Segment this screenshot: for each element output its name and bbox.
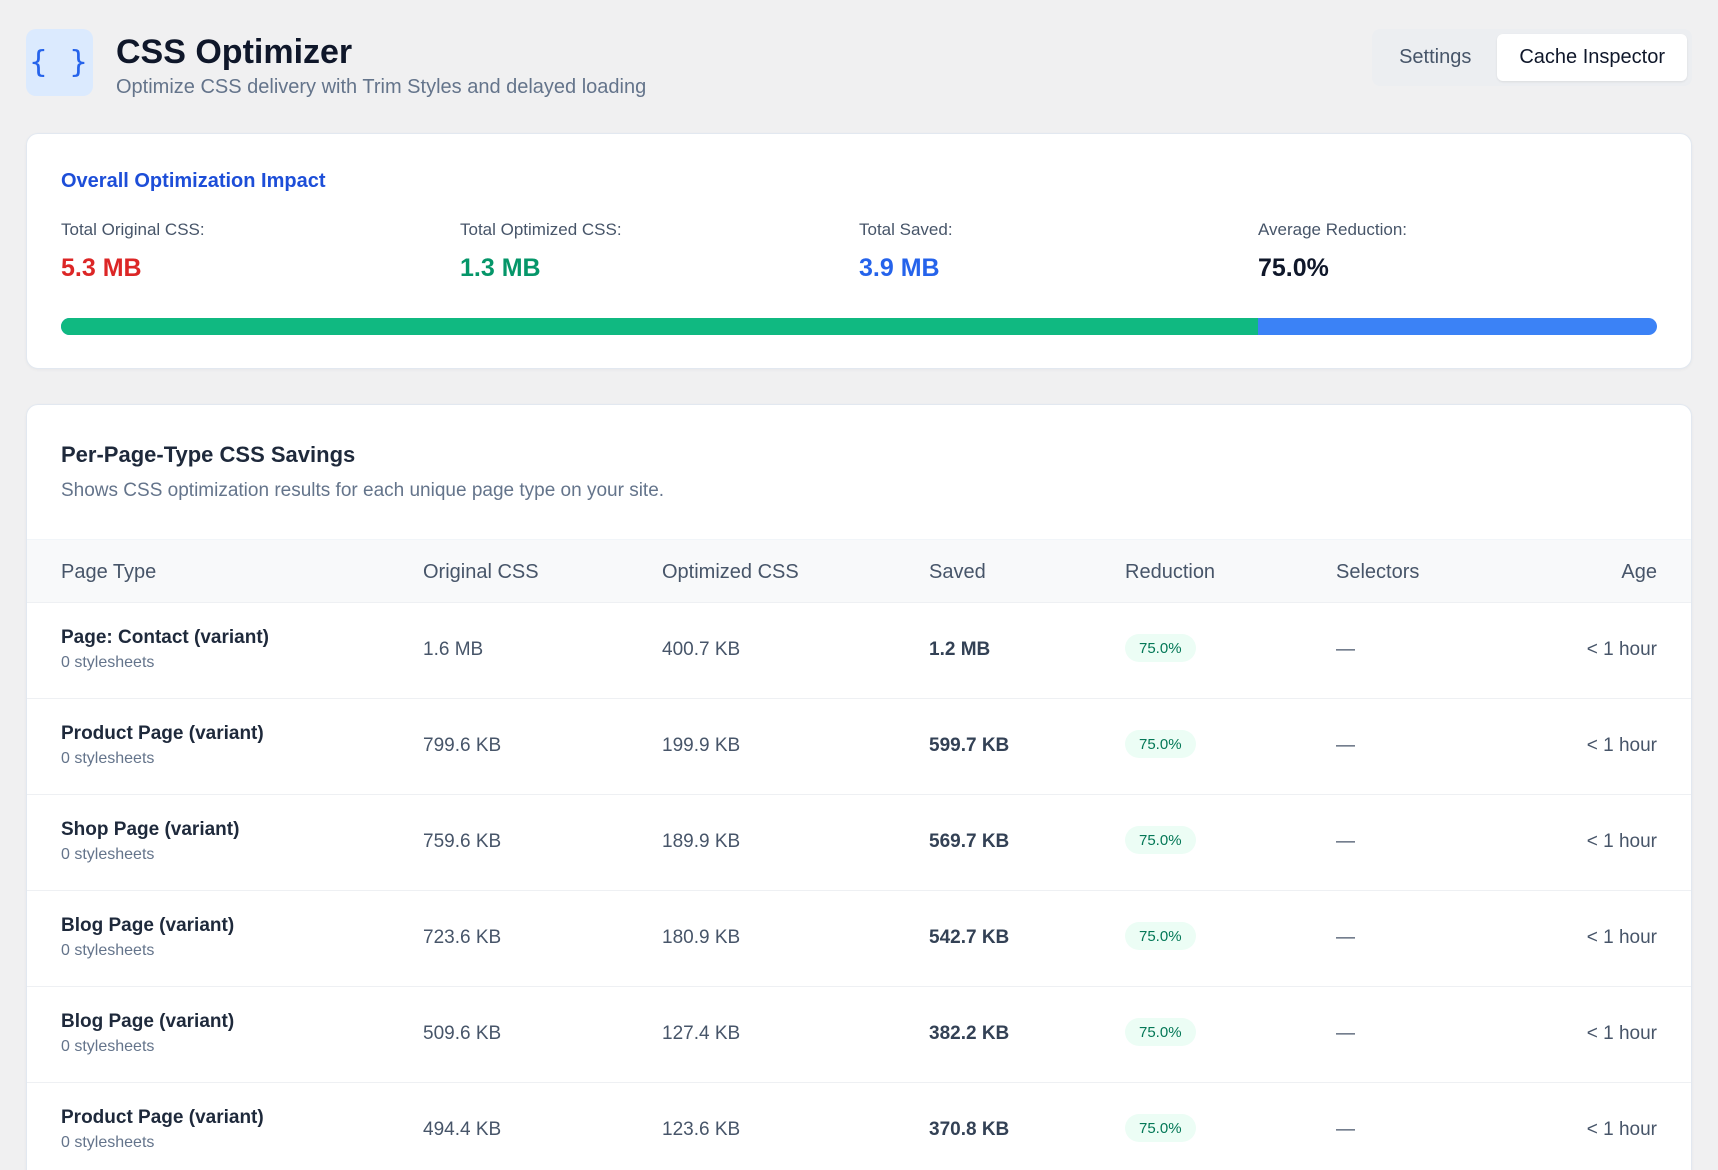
column-header-original-css[interactable]: Original CSS	[423, 561, 539, 583]
table-header: Page Type Original CSS Optimized CSS Sav…	[27, 539, 1691, 603]
stat-value: 3.9 MB	[859, 254, 940, 282]
title-block: CSS Optimizer Optimize CSS delivery with…	[116, 32, 646, 99]
selectors-value: —	[1336, 831, 1355, 852]
age-value: < 1 hour	[1586, 735, 1657, 756]
page-type-name: Shop Page (variant)	[61, 819, 240, 840]
original-css-value: 723.6 KB	[423, 927, 502, 948]
reduction-progress-bar	[61, 318, 1657, 335]
column-header-selectors[interactable]: Selectors	[1336, 561, 1420, 583]
original-css-value: 494.4 KB	[423, 1119, 502, 1140]
stylesheet-count: 0 stylesheets	[61, 846, 155, 863]
optimized-css-value: 400.7 KB	[662, 639, 741, 660]
stat-label: Average Reduction:	[1258, 220, 1408, 239]
column-header-saved[interactable]: Saved	[929, 561, 986, 583]
page-type-name: Product Page (variant)	[61, 1107, 264, 1128]
table-row[interactable]: Page: Contact (variant) 0 stylesheets 1.…	[27, 603, 1691, 699]
table-row[interactable]: Shop Page (variant) 0 stylesheets 759.6 …	[27, 795, 1691, 891]
selectors-value: —	[1336, 735, 1355, 756]
reduction-badge: 75.0%	[1125, 730, 1196, 758]
age-value: < 1 hour	[1586, 927, 1657, 948]
page-type-name: Page: Contact (variant)	[61, 627, 269, 648]
stylesheet-count: 0 stylesheets	[61, 750, 155, 767]
saved-value: 370.8 KB	[929, 1119, 1010, 1140]
page-title: CSS Optimizer	[116, 33, 353, 71]
reduction-badge: 75.0%	[1125, 634, 1196, 662]
reduction-badge: 75.0%	[1125, 1114, 1196, 1142]
saved-value: 382.2 KB	[929, 1023, 1010, 1044]
column-header-reduction[interactable]: Reduction	[1125, 561, 1216, 583]
column-header-optimized-css[interactable]: Optimized CSS	[662, 561, 799, 583]
reduction-badge: 75.0%	[1125, 826, 1196, 854]
optimized-css-value: 180.9 KB	[662, 927, 741, 948]
progress-fill	[61, 318, 1258, 335]
table-row[interactable]: Blog Page (variant) 0 stylesheets 509.6 …	[27, 987, 1691, 1083]
selectors-value: —	[1336, 1023, 1355, 1044]
stat-total-optimized: Total Optimized CSS: 1.3 MB	[460, 220, 859, 283]
reduction-badge: 75.0%	[1125, 1018, 1196, 1046]
curly-braces-icon: { }	[26, 29, 93, 96]
stat-label: Total Saved:	[859, 220, 953, 239]
tab-cache-inspector[interactable]: Cache Inspector	[1497, 34, 1687, 81]
optimized-css-value: 127.4 KB	[662, 1023, 741, 1044]
saved-value: 542.7 KB	[929, 927, 1010, 948]
tab-bar: Settings Cache Inspector	[1372, 29, 1692, 86]
stat-value: 1.3 MB	[460, 254, 541, 282]
selectors-value: —	[1336, 1119, 1355, 1140]
selectors-value: —	[1336, 639, 1355, 660]
table-row[interactable]: Product Page (variant) 0 stylesheets 799…	[27, 699, 1691, 795]
tab-settings[interactable]: Settings	[1399, 46, 1472, 68]
optimized-css-value: 199.9 KB	[662, 735, 741, 756]
section-title: Per-Page-Type CSS Savings	[61, 442, 356, 467]
table-row[interactable]: Blog Page (variant) 0 stylesheets 723.6 …	[27, 891, 1691, 987]
per-page-savings-card: Per-Page-Type CSS Savings Shows CSS opti…	[26, 404, 1692, 1170]
saved-value: 569.7 KB	[929, 831, 1010, 852]
page-subtitle: Optimize CSS delivery with Trim Styles a…	[116, 76, 647, 98]
stat-total-saved: Total Saved: 3.9 MB	[859, 220, 1258, 283]
stylesheet-count: 0 stylesheets	[61, 942, 155, 959]
optimized-css-value: 123.6 KB	[662, 1119, 741, 1140]
selectors-value: —	[1336, 927, 1355, 948]
stylesheet-count: 0 stylesheets	[61, 1038, 155, 1055]
original-css-value: 799.6 KB	[423, 735, 502, 756]
age-value: < 1 hour	[1586, 639, 1657, 660]
stat-label: Total Original CSS:	[61, 220, 205, 239]
stat-value: 75.0%	[1258, 254, 1329, 282]
column-header-page-type[interactable]: Page Type	[61, 561, 157, 583]
table-body: Page: Contact (variant) 0 stylesheets 1.…	[27, 603, 1691, 1170]
saved-value: 1.2 MB	[929, 639, 991, 660]
section-description: Shows CSS optimization results for each …	[61, 480, 665, 501]
original-css-value: 759.6 KB	[423, 831, 502, 852]
page-type-name: Blog Page (variant)	[61, 915, 235, 936]
reduction-badge: 75.0%	[1125, 922, 1196, 950]
stat-label: Total Optimized CSS:	[460, 220, 622, 239]
page-header: { } CSS Optimizer Optimize CSS delivery …	[26, 29, 1692, 99]
summary-title: Overall Optimization Impact	[61, 170, 326, 192]
stat-value: 5.3 MB	[61, 254, 142, 282]
age-value: < 1 hour	[1586, 1023, 1657, 1044]
optimized-css-value: 189.9 KB	[662, 831, 741, 852]
optimization-summary-card: Overall Optimization Impact Total Origin…	[26, 133, 1692, 369]
stat-average-reduction: Average Reduction: 75.0%	[1258, 220, 1657, 283]
page-type-name: Product Page (variant)	[61, 723, 264, 744]
stat-total-original: Total Original CSS: 5.3 MB	[61, 220, 460, 283]
age-value: < 1 hour	[1586, 831, 1657, 852]
stylesheet-count: 0 stylesheets	[61, 654, 155, 671]
original-css-value: 1.6 MB	[423, 639, 484, 660]
table-row[interactable]: Product Page (variant) 0 stylesheets 494…	[27, 1083, 1691, 1170]
stylesheet-count: 0 stylesheets	[61, 1134, 155, 1151]
saved-value: 599.7 KB	[929, 735, 1010, 756]
column-header-age[interactable]: Age	[1621, 561, 1657, 583]
page-type-name: Blog Page (variant)	[61, 1011, 235, 1032]
original-css-value: 509.6 KB	[423, 1023, 502, 1044]
summary-stats: Total Original CSS: 5.3 MB Total Optimiz…	[61, 220, 1657, 283]
age-value: < 1 hour	[1586, 1119, 1657, 1140]
